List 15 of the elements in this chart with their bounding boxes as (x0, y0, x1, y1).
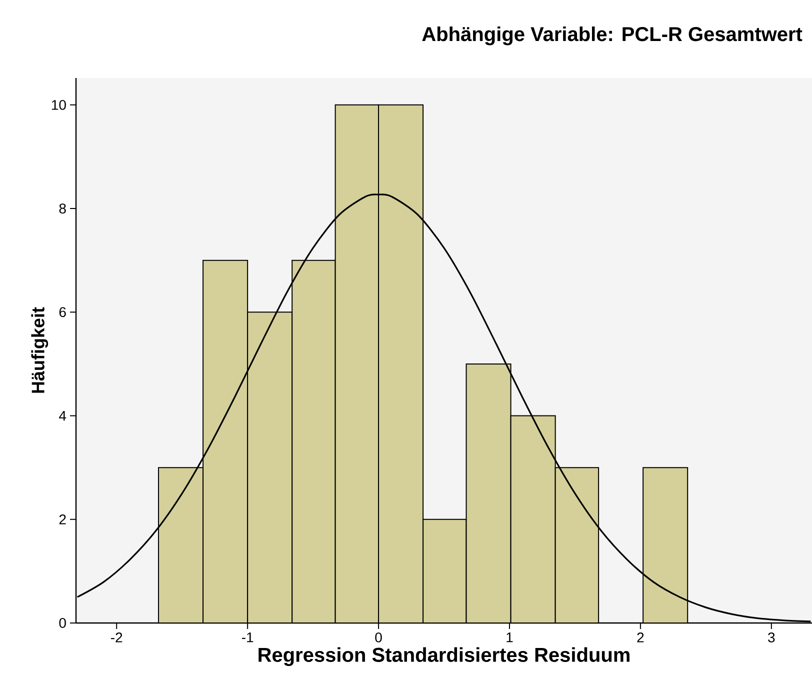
y-tick-label: 8 (59, 204, 66, 214)
x-tick-label: 1 (506, 632, 513, 642)
x-tick-label: -1 (242, 632, 254, 642)
x-tick-label: 0 (375, 632, 382, 642)
y-tick-label: 0 (59, 618, 66, 628)
y-tick-label: 6 (59, 307, 66, 318)
y-tick-label: 4 (59, 410, 66, 421)
x-tick-label: 3 (768, 632, 775, 642)
y-tick-label: 2 (59, 514, 66, 524)
x-tick-label: -2 (111, 632, 122, 642)
chart-title: Abhängige Variable: PCL-R Gesamtwert (422, 26, 802, 46)
y-tick-label: 10 (52, 100, 66, 110)
x-axis-title: Regression Standardisiertes Residuum (258, 647, 630, 666)
y-axis-title: Häufigkeit (31, 307, 48, 393)
x-tick-label: 2 (637, 632, 644, 642)
